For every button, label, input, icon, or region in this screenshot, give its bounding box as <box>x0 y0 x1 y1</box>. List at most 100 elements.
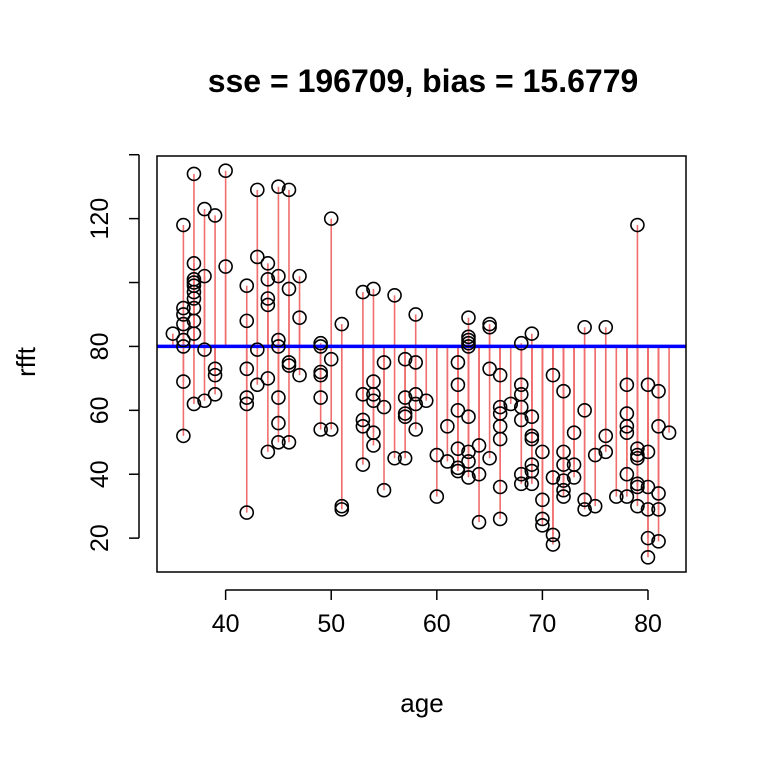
data-point <box>651 486 666 501</box>
data-point <box>186 326 202 341</box>
data-point <box>461 409 476 425</box>
data-point <box>387 288 402 303</box>
x-tick-label: 70 <box>528 610 556 638</box>
y-tick-label: 60 <box>86 396 114 424</box>
data-point <box>376 399 392 415</box>
data-point <box>197 268 212 284</box>
data-point <box>271 332 286 348</box>
data-point <box>609 489 624 504</box>
data-point <box>366 438 381 453</box>
data-point <box>397 351 413 367</box>
data-point <box>535 511 550 527</box>
data-point <box>450 441 466 456</box>
data-point <box>176 332 191 348</box>
data-point <box>186 166 202 182</box>
data-point <box>281 358 297 373</box>
data-point <box>556 383 571 399</box>
plot-frame <box>156 155 687 573</box>
data-point <box>271 390 286 405</box>
data-point <box>556 489 571 504</box>
data-point <box>619 425 635 440</box>
data-point <box>461 310 476 325</box>
data-point <box>640 502 656 517</box>
data-point <box>176 339 191 354</box>
data-point <box>408 387 423 402</box>
data-point <box>260 291 276 306</box>
data-point <box>556 457 571 472</box>
data-point <box>292 310 307 325</box>
x-tick-label: 40 <box>212 610 240 638</box>
data-point <box>239 505 255 520</box>
data-point <box>366 281 381 297</box>
data-point <box>292 367 307 383</box>
data-point <box>334 502 350 517</box>
data-point <box>651 534 666 549</box>
data-point <box>492 431 508 447</box>
data-point <box>461 444 476 460</box>
data-point <box>271 179 286 194</box>
data-point <box>619 419 635 434</box>
data-point <box>556 482 571 498</box>
data-point <box>577 492 592 508</box>
y-tick-label: 40 <box>86 460 114 488</box>
data-point <box>186 256 202 271</box>
data-point <box>271 268 286 284</box>
data-point <box>260 371 276 386</box>
data-point <box>186 272 202 287</box>
data-point <box>186 396 202 412</box>
x-axis-title: age <box>400 688 443 718</box>
data-point <box>482 319 497 335</box>
data-point <box>619 489 635 504</box>
data-point <box>598 319 614 335</box>
data-point <box>619 377 635 393</box>
data-point <box>492 511 508 527</box>
data-point <box>440 419 455 434</box>
data-point <box>482 450 497 466</box>
data-point <box>355 419 371 434</box>
data-point <box>524 431 540 447</box>
data-point <box>207 361 223 377</box>
data-point <box>239 396 255 412</box>
data-point <box>250 182 265 198</box>
data-point <box>461 339 476 354</box>
data-point <box>492 367 508 383</box>
data-point <box>450 377 466 393</box>
data-point <box>577 502 592 517</box>
data-point <box>545 470 561 485</box>
data-point <box>376 482 392 498</box>
y-axis-title: rfft <box>11 346 41 377</box>
data-point <box>239 390 255 405</box>
data-point <box>524 476 540 492</box>
data-point <box>366 393 381 409</box>
data-point <box>323 422 339 437</box>
data-point <box>513 335 529 351</box>
data-point <box>313 422 328 437</box>
x-tick-label: 60 <box>423 610 451 638</box>
data-point <box>513 412 529 428</box>
data-point <box>429 447 445 463</box>
data-point <box>355 284 371 300</box>
data-point <box>640 550 656 565</box>
data-point <box>292 268 307 284</box>
data-point <box>239 313 255 329</box>
data-point <box>513 377 529 393</box>
data-point <box>524 326 540 341</box>
data-point <box>313 390 328 405</box>
data-point <box>366 387 381 402</box>
data-point <box>587 498 603 514</box>
data-point <box>471 514 487 530</box>
data-point <box>176 300 191 316</box>
data-point <box>535 444 550 460</box>
data-point <box>271 415 286 431</box>
data-point <box>313 367 328 383</box>
data-point <box>429 489 445 504</box>
data-point <box>176 316 191 332</box>
data-point <box>535 518 550 533</box>
data-point <box>250 249 265 265</box>
data-point <box>239 361 255 377</box>
data-point <box>651 383 666 399</box>
y-tick-label: 20 <box>86 524 114 552</box>
data-point <box>218 259 233 274</box>
data-point <box>271 434 286 450</box>
data-point <box>619 466 635 482</box>
